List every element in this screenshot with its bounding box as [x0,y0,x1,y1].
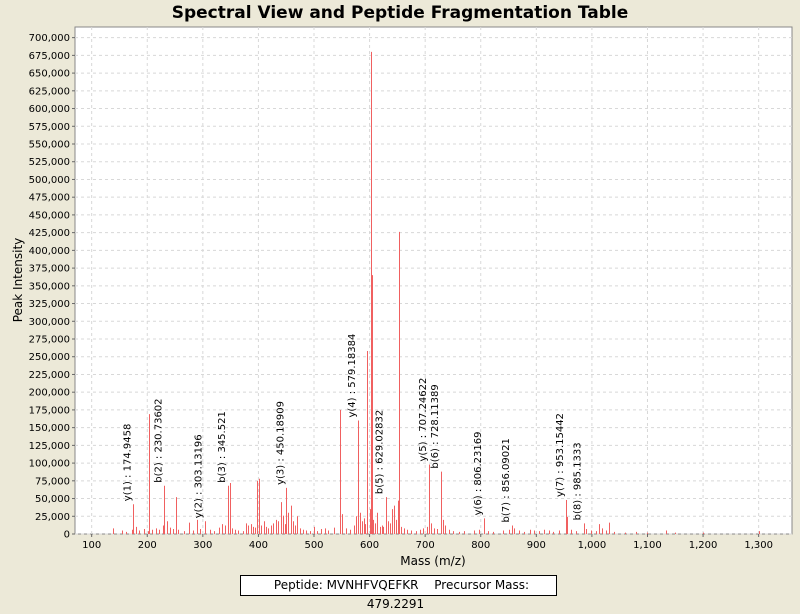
chart-title: Spectral View and Peptide Fragmentation … [171,3,629,23]
fragment-annotation: y(4) : 579.18384 [347,334,358,418]
x-tick-label: 900 [527,540,546,551]
x-tick-label: 800 [471,540,490,551]
y-tick-label: 450,000 [29,210,70,221]
x-axis-label: Mass (m/z) [400,554,465,568]
fragment-annotation: y(5) : 707.24622 [418,378,429,462]
y-axis-ticks: 0 25,000 50,000 75,000 100,000 125,000 150,000… [29,33,75,541]
y-tick-label: 425,000 [29,228,70,239]
y-tick-label: 75,000 [35,476,70,487]
y-tick-label: 325,000 [29,299,70,310]
y-tick-label: 125,000 [29,441,70,452]
y-tick-label: 250,000 [29,352,70,363]
fragment-annotations: y(1) : 174.9458 b(2) : 230.73602 y(2) : 30… [122,334,583,523]
x-axis-ticks: 100 200 300 400 500 600 700 800 900 1,000 1,100 1,2… [82,534,773,551]
y-tick-label: 275,000 [29,335,70,346]
y-tick-label: 0 [64,530,70,541]
x-tick-label: 400 [249,540,268,551]
x-tick-label: 200 [138,540,157,551]
y-tick-label: 375,000 [29,264,70,275]
y-tick-label: 150,000 [29,423,70,434]
y-tick-label: 550,000 [29,140,70,151]
y-axis-label: Peak Intensity [11,238,25,323]
fragment-annotation: b(8) : 985.1333 [573,442,584,520]
y-tick-label: 225,000 [29,370,70,381]
y-tick-label: 625,000 [29,86,70,97]
fragment-annotation: b(3) : 345.521 [217,411,228,483]
plot-area [74,26,793,535]
peptide-info-box: Peptide: MVNHFVQEFKR Precursor Mass: 479… [240,575,557,611]
spectrum-chart: 0 25,000 50,000 75,000 100,000 125,000 150,000… [11,26,793,568]
fragment-annotation: y(6) : 806.23169 [473,432,484,516]
y-tick-label: 600,000 [29,104,70,115]
peptide-label: Peptide: MVNHFVQEFKR [273,578,419,592]
y-tick-label: 525,000 [29,157,70,168]
y-tick-label: 100,000 [29,459,70,470]
fragment-annotation: y(1) : 174.9458 [122,424,133,502]
y-tick-label: 700,000 [29,33,70,44]
fragment-annotation: y(7) : 953.15442 [555,413,566,497]
fragment-annotation: y(3) : 450.18909 [275,401,286,485]
y-tick-label: 675,000 [29,51,70,62]
x-tick-label: 700 [416,540,435,551]
fragment-annotation: b(6) : 728.11389 [430,384,441,468]
x-tick-label: 600 [360,540,379,551]
fragment-annotation: b(5) : 629.02832 [375,410,386,494]
x-tick-label: 1,100 [633,540,662,551]
x-tick-label: 300 [193,540,212,551]
x-tick-label: 500 [304,540,323,551]
y-tick-label: 475,000 [29,193,70,204]
x-tick-label: 100 [82,540,101,551]
y-tick-label: 650,000 [29,69,70,80]
y-tick-label: 500,000 [29,175,70,186]
fragment-annotation: b(2) : 230.73602 [153,398,164,482]
y-tick-label: 575,000 [29,122,70,133]
y-tick-label: 350,000 [29,281,70,292]
y-tick-label: 300,000 [29,317,70,328]
x-tick-label: 1,300 [744,540,773,551]
y-tick-label: 25,000 [35,512,70,523]
y-tick-label: 50,000 [35,494,70,505]
fragment-annotation: y(2) : 303.13196 [194,434,205,518]
grid-lines [75,27,792,535]
x-tick-label: 1,200 [689,540,718,551]
peak-bars [113,51,760,534]
y-tick-label: 200,000 [29,388,70,399]
y-tick-label: 400,000 [29,246,70,257]
fragment-annotation: b(7) : 856.09021 [501,438,512,522]
y-tick-label: 175,000 [29,405,70,416]
x-tick-label: 1,000 [578,540,607,551]
